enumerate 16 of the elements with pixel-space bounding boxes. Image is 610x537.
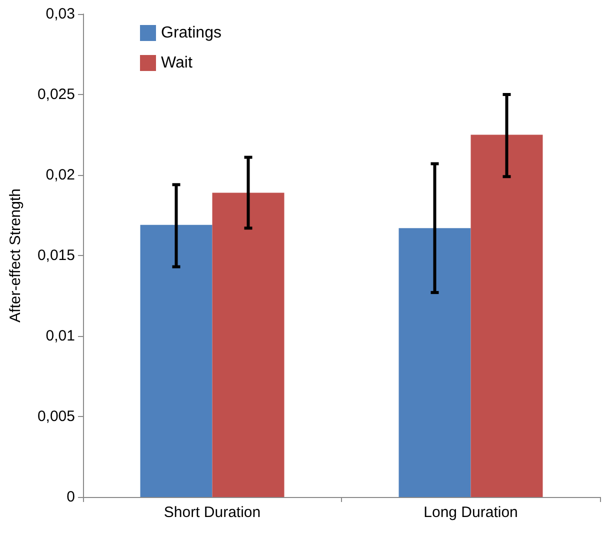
legend-label: Gratings — [161, 24, 222, 42]
y-tick-label: 0,02 — [46, 166, 75, 184]
bar — [470, 134, 543, 497]
y-tick-label: 0,015 — [37, 247, 75, 264]
x-tick-label: Long Duration — [424, 504, 518, 521]
bar — [398, 228, 471, 497]
y-tick-label: 0 — [66, 488, 75, 506]
y-tick-label: 0,03 — [46, 6, 75, 22]
y-tick-label: 0,025 — [37, 86, 75, 103]
bar — [140, 224, 212, 497]
legend-label: Wait — [161, 54, 193, 72]
bar — [212, 192, 284, 497]
y-tick-label: 0,01 — [46, 328, 75, 344]
x-tick-label: Short Duration — [164, 504, 261, 521]
y-axis-title: After-effect Strength — [7, 188, 24, 322]
y-tick-label: 0,005 — [37, 408, 75, 425]
